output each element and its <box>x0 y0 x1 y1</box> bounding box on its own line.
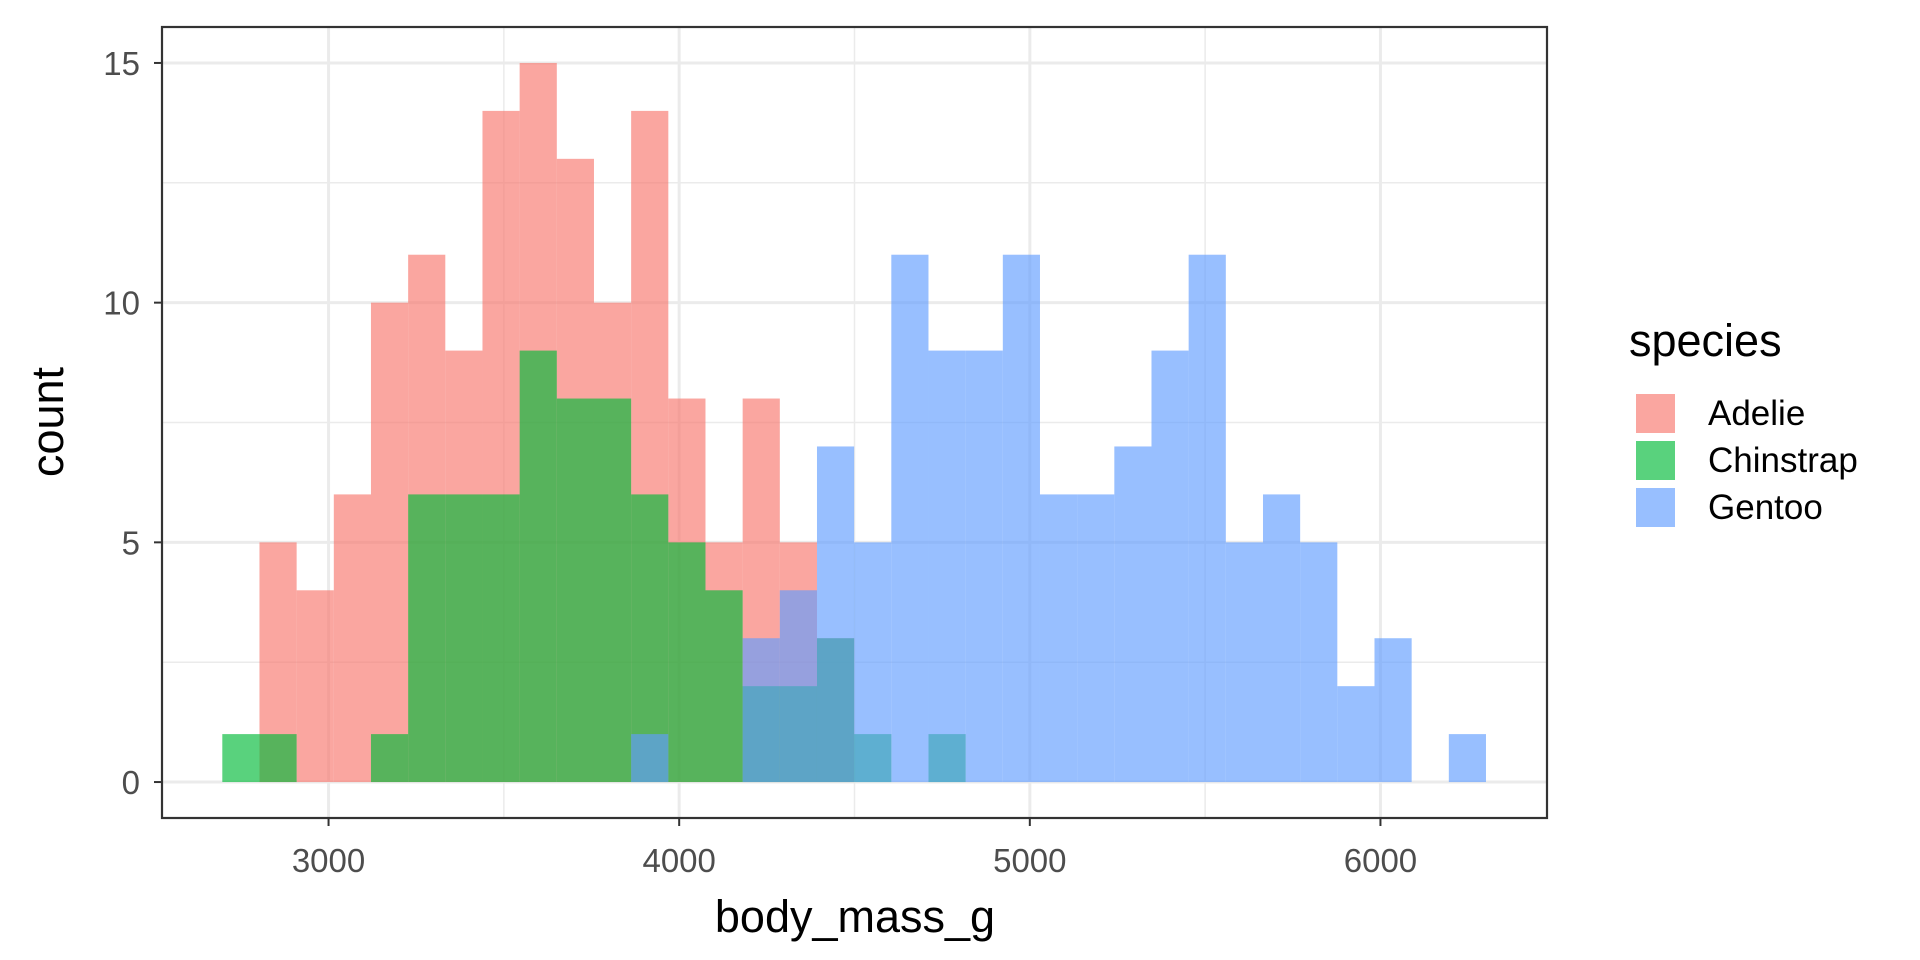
bar-gentoo <box>1448 734 1486 783</box>
legend-key-gentoo <box>1636 488 1675 527</box>
y-axis: 0 5 10 15 <box>103 45 162 801</box>
bar-chinstrap <box>259 734 297 783</box>
y-tick-label: 15 <box>103 45 140 82</box>
bar-gentoo <box>1374 638 1412 783</box>
x-axis-title: body_mass_g <box>715 891 995 942</box>
bar-gentoo <box>965 350 1003 783</box>
y-tick-label: 10 <box>103 285 140 322</box>
plot-panel-border <box>160 25 1549 820</box>
bar-chinstrap <box>445 494 483 783</box>
bar-gentoo <box>1002 254 1040 783</box>
legend-label-adelie: Adelie <box>1708 394 1805 433</box>
bar-gentoo <box>1262 494 1301 783</box>
bar-chinstrap <box>593 398 632 783</box>
y-tick-label: 0 <box>122 764 140 801</box>
y-tick-label: 5 <box>122 524 140 561</box>
bar-gentoo <box>779 590 817 783</box>
bar-gentoo <box>631 734 669 783</box>
bar-gentoo <box>854 542 892 783</box>
legend-key-chinstrap <box>1636 441 1675 480</box>
bar-chinstrap <box>519 350 557 783</box>
bar-chinstrap <box>370 734 409 783</box>
bar-gentoo <box>1225 542 1263 783</box>
x-tick-label: 6000 <box>1344 842 1417 879</box>
y-axis-title: count <box>22 366 73 477</box>
legend-title: species <box>1629 315 1782 366</box>
x-tick-label: 3000 <box>292 842 365 879</box>
bar-gentoo <box>928 350 966 783</box>
x-tick-label: 4000 <box>642 842 715 879</box>
bar-gentoo <box>742 638 780 783</box>
bar-gentoo <box>1039 494 1078 783</box>
bar-gentoo <box>1151 350 1189 783</box>
bar-gentoo <box>1337 686 1375 783</box>
bar-adelie <box>296 590 334 783</box>
bar-chinstrap <box>222 734 260 783</box>
bar-chinstrap <box>631 494 669 783</box>
histogram-bars <box>222 62 1486 783</box>
legend-label-gentoo: Gentoo <box>1708 488 1823 527</box>
bar-chinstrap <box>705 590 743 783</box>
bar-gentoo <box>891 254 929 783</box>
bar-gentoo <box>1300 542 1338 783</box>
bar-chinstrap <box>668 542 706 783</box>
bar-adelie <box>370 302 409 783</box>
bar-gentoo <box>1114 446 1152 783</box>
x-tick-label: 5000 <box>993 842 1066 879</box>
bar-gentoo <box>1077 494 1115 783</box>
bar-gentoo <box>1188 254 1226 783</box>
x-axis: 3000 4000 5000 6000 <box>292 818 1417 879</box>
legend-key-adelie <box>1636 394 1675 433</box>
bar-chinstrap <box>482 494 520 783</box>
bar-chinstrap <box>408 494 446 783</box>
legend: species Adelie Chinstrap Gentoo <box>1629 315 1858 529</box>
legend-label-chinstrap: Chinstrap <box>1708 441 1858 480</box>
bar-chinstrap <box>556 398 594 783</box>
bar-gentoo <box>816 446 855 783</box>
bar-adelie <box>333 494 371 783</box>
